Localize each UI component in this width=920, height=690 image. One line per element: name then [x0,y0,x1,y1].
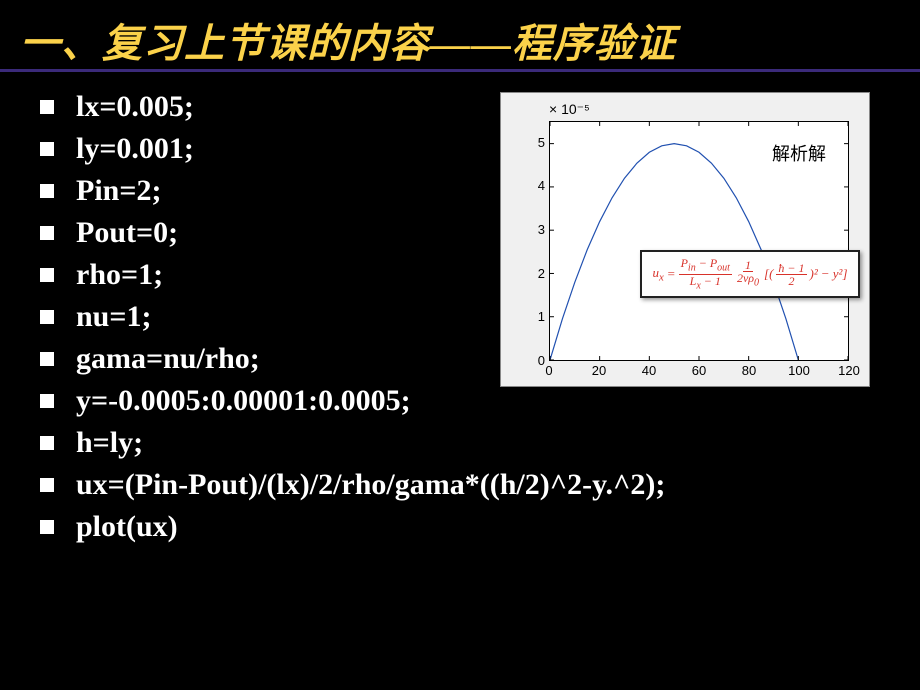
bullet-icon [40,100,54,114]
formula-frac-2: 1 2νρ0 [735,259,761,288]
list-item: ux=(Pin-Pout)/(lx)/2/rho/gama*((h/2)^2-y… [40,468,920,502]
bullet-icon [40,520,54,534]
page-title: 一、复习上节课的内容——程序验证 [20,11,676,69]
chart-legend: 解析解 [772,140,826,166]
list-item: plot(ux) [40,510,920,544]
bullet-icon [40,268,54,282]
formula-eq: = [667,266,676,282]
code-line: Pout=0; [76,216,178,250]
bullet-icon [40,478,54,492]
x-tick-label: 100 [788,363,810,378]
code-line: ly=0.001; [76,132,194,166]
y-exponent-label: × 10⁻⁵ [549,101,590,118]
y-tick-label: 3 [527,222,545,237]
formula-frac-3: ħ − 1 2 [776,262,806,287]
bullet-icon [40,142,54,156]
formula-box: ux = Pin − Pout Lx − 1 1 2νρ0 [( ħ − 1 2… [640,250,860,298]
x-tick-label: 60 [692,363,706,378]
bullet-icon [40,226,54,240]
y-tick-label: 2 [527,266,545,281]
bullet-icon [40,184,54,198]
list-item: h=ly; [40,426,920,460]
code-line: nu=1; [76,300,151,334]
x-tick-label: 0 [545,363,552,378]
code-line: gama=nu/rho; [76,342,260,376]
y-tick-label: 0 [527,353,545,368]
formula-lhs-sub: x [659,271,664,283]
x-tick-label: 120 [838,363,860,378]
formula-tail: − y²] [821,266,848,282]
code-line: h=ly; [76,426,143,460]
formula-text: ux = Pin − Pout Lx − 1 1 2νρ0 [( ħ − 1 2… [652,257,847,291]
chart-figure: × 10⁻⁵ 解析解 ux = Pin − Pout Lx − 1 1 2νρ0… [500,92,870,387]
y-tick-label: 1 [527,309,545,324]
y-tick-label: 4 [527,178,545,193]
bullet-icon [40,310,54,324]
code-line: ux=(Pin-Pout)/(lx)/2/rho/gama*((h/2)^2-y… [76,468,665,502]
x-tick-label: 80 [742,363,756,378]
formula-bracket-open: [( [764,266,773,282]
bullet-icon [40,352,54,366]
x-tick-label: 20 [592,363,606,378]
formula-sq: )² [810,266,818,282]
y-tick-label: 5 [527,135,545,150]
code-line: y=-0.0005:0.00001:0.0005; [76,384,411,418]
decoration-dot [821,81,829,89]
bullet-icon [40,394,54,408]
title-bar: 一、复习上节课的内容——程序验证 [0,0,920,72]
code-line: plot(ux) [76,510,178,544]
list-item: y=-0.0005:0.00001:0.0005; [40,384,920,418]
x-tick-label: 40 [642,363,656,378]
formula-frac-1: Pin − Pout Lx − 1 [679,257,732,291]
bullet-icon [40,436,54,450]
code-line: lx=0.005; [76,90,194,124]
code-line: rho=1; [76,258,163,292]
chart-axes: 解析解 ux = Pin − Pout Lx − 1 1 2νρ0 [( ħ −… [549,121,849,361]
code-line: Pin=2; [76,174,161,208]
